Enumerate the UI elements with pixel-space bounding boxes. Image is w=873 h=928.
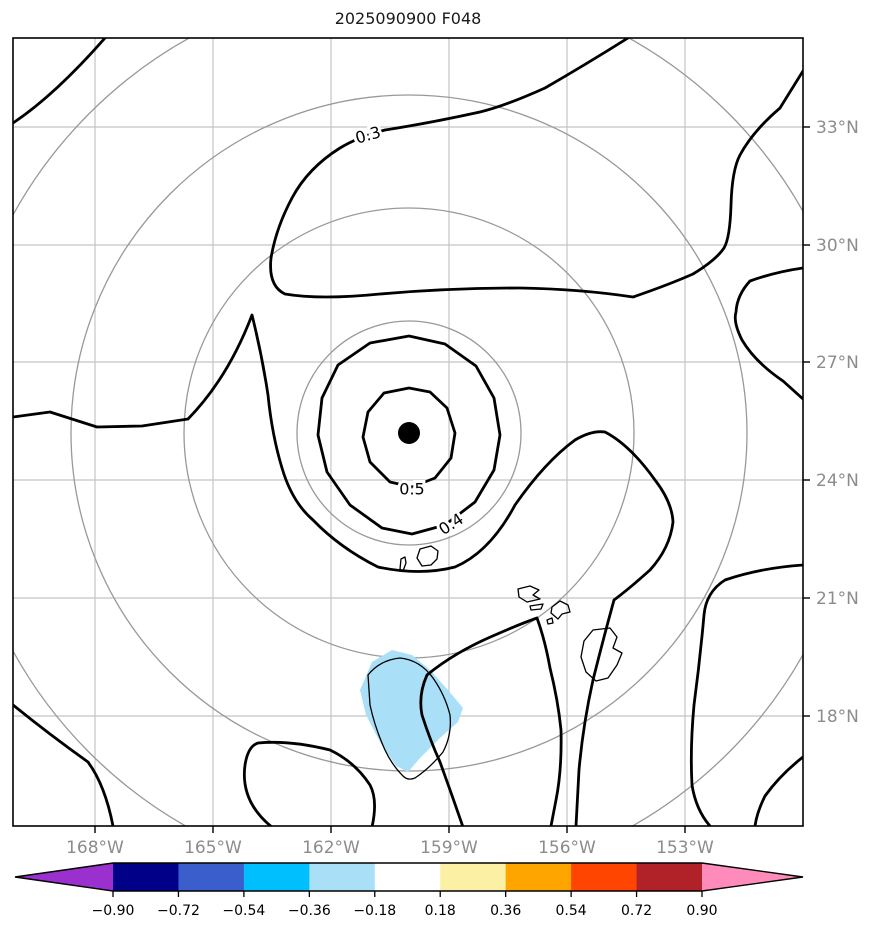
colorbar-segment (243, 863, 310, 891)
x-tick-label: 168°W (66, 838, 124, 858)
islands-layer (399, 545, 623, 682)
contour-line (753, 755, 803, 826)
marker-layer (398, 422, 420, 444)
contour-line (242, 740, 376, 826)
contour-line (689, 563, 803, 826)
island-outline-kauai (416, 545, 439, 567)
colorbar-segment (636, 863, 703, 891)
colorbar-tick-label: −0.18 (353, 903, 396, 919)
y-tick-label: 33°N (816, 118, 859, 138)
contour-line (733, 266, 803, 401)
colorbar-segment (113, 863, 179, 891)
contour-line (316, 334, 502, 536)
contours-layer (13, 38, 803, 826)
colorbar-tick-label: 0.36 (490, 903, 521, 919)
contour-line (269, 38, 803, 299)
y-tick-label: 30°N (816, 236, 859, 256)
contour-line (361, 386, 457, 489)
colorbar-tick-label: 0.90 (686, 903, 717, 919)
x-tick-label: 165°W (184, 838, 242, 858)
colorbar-segment (571, 863, 638, 891)
x-tick-label: 159°W (420, 838, 478, 858)
colorbar-tick-label: 0.54 (556, 903, 587, 919)
colorbar-tick-label: −0.90 (92, 903, 135, 919)
range-ring (70, 94, 748, 772)
island-outline-oahu (517, 585, 541, 603)
colorbar-segment (505, 863, 572, 891)
y-tick-label: 21°N (816, 589, 859, 609)
y-tick-label: 24°N (816, 471, 859, 491)
contour-label: 0.5 (399, 480, 424, 499)
storm-center-dot (398, 422, 420, 444)
range-ring (296, 320, 522, 546)
contour-line (13, 38, 107, 125)
colorbar-segment (309, 863, 376, 891)
colorbar-tick-label: 0.72 (621, 903, 652, 919)
plot-title: 2025090900 F048 (335, 9, 482, 28)
island-outline-hawaii-big-island (580, 627, 623, 682)
colorbar-segment (440, 863, 507, 891)
analysis-outline (367, 657, 451, 780)
colorbar-tick-label: −0.36 (288, 903, 331, 919)
contour-label: 0.3 (353, 122, 383, 147)
shaded-region (360, 650, 463, 772)
colorbar-tick-label: −0.54 (222, 903, 265, 919)
colorbar-segment (374, 863, 441, 891)
y-tick-label: 27°N (816, 353, 859, 373)
frame-layer (12, 37, 804, 827)
range-ring (13, 38, 803, 826)
grid-layer (13, 38, 803, 826)
contour-line (13, 313, 675, 826)
axes-layer: 168°W 165°W 162°W 159°W 156°W 153°W 33°N 30°N 27… (66, 118, 859, 858)
island-outline-niihau (399, 556, 407, 572)
x-tick-label: 162°W (302, 838, 360, 858)
colorbar-tick-label: 0.18 (425, 903, 456, 919)
y-tick-label: 18°N (816, 707, 859, 727)
colorbar: −0.90 −0.72 −0.54 −0.36 −0.18 0.18 0.36 0.54 0.7… (14, 862, 804, 919)
contour-line (13, 703, 115, 826)
shaded-region-layer (360, 650, 463, 772)
contour-line (419, 616, 563, 826)
colorbar-tick-label: −0.72 (157, 903, 200, 919)
colorbar-extend-right (702, 863, 803, 891)
colorbar-segment (178, 863, 245, 891)
plot-border (12, 37, 804, 827)
contour-labels-layer: 0.30.50.4 (350, 119, 470, 542)
x-tick-label: 156°W (538, 838, 596, 858)
island-outline-maui (550, 600, 571, 620)
island-outline-kahoolawe (546, 617, 554, 625)
island-outline-molokai (529, 603, 544, 611)
x-tick-label: 153°W (656, 838, 714, 858)
colorbar-extend-left (15, 863, 113, 891)
